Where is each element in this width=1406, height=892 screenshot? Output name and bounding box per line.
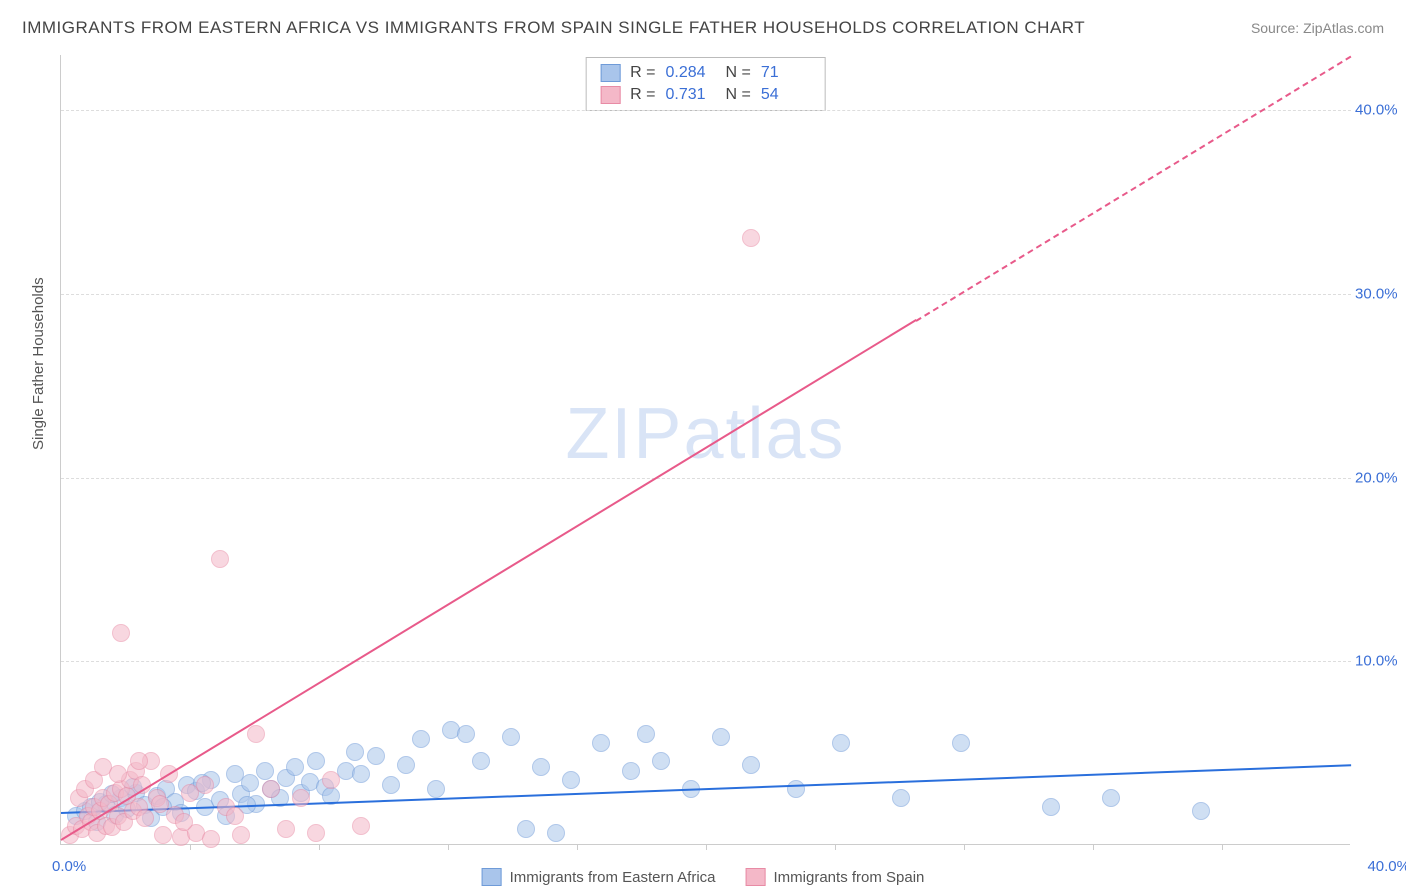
x-tick-mark: [964, 844, 965, 850]
data-point: [202, 830, 220, 848]
legend-label: Immigrants from Eastern Africa: [510, 869, 716, 886]
data-point: [352, 765, 370, 783]
data-point: [382, 776, 400, 794]
data-point: [262, 780, 280, 798]
plot-region: ZIPatlas R =0.284N =71R =0.731N =54 10.0…: [60, 55, 1350, 845]
source-attribution: Source: ZipAtlas.com: [1251, 20, 1384, 36]
data-point: [286, 758, 304, 776]
data-point: [532, 758, 550, 776]
y-tick-label: 10.0%: [1355, 653, 1406, 670]
data-point: [547, 824, 565, 842]
data-point: [952, 734, 970, 752]
stats-row: R = 0.731 N = 54: [600, 84, 811, 106]
data-point: [211, 550, 229, 568]
r-value: 0.731: [666, 86, 716, 104]
data-point: [154, 826, 172, 844]
data-point: [742, 229, 760, 247]
r-label: R =: [630, 86, 655, 104]
n-label: N =: [726, 64, 751, 82]
watermark: ZIPatlas: [565, 393, 845, 475]
gridline-h: [61, 661, 1351, 662]
data-point: [892, 789, 910, 807]
data-point: [637, 725, 655, 743]
gridline-h: [61, 294, 1351, 295]
x-axis-min-label: 0.0%: [52, 858, 86, 875]
data-point: [307, 752, 325, 770]
gridline-h: [61, 478, 1351, 479]
stats-row: R = 0.284 N = 71: [600, 62, 811, 84]
data-point: [787, 780, 805, 798]
r-value: 0.284: [666, 64, 716, 82]
data-point: [196, 776, 214, 794]
x-tick-mark: [577, 844, 578, 850]
data-point: [1102, 789, 1120, 807]
data-point: [427, 780, 445, 798]
chart-title: IMMIGRANTS FROM EASTERN AFRICA VS IMMIGR…: [22, 18, 1085, 38]
legend-item: Immigrants from Spain: [746, 868, 925, 886]
trend-line-dashed: [915, 55, 1351, 321]
data-point: [1042, 798, 1060, 816]
x-tick-mark: [1093, 844, 1094, 850]
data-point: [232, 826, 250, 844]
data-point: [457, 725, 475, 743]
data-point: [367, 747, 385, 765]
legend-label: Immigrants from Spain: [774, 869, 925, 886]
data-point: [247, 725, 265, 743]
data-point: [175, 813, 193, 831]
x-tick-mark: [835, 844, 836, 850]
data-point: [256, 762, 274, 780]
series-swatch: [600, 64, 620, 82]
x-axis-max-label: 40.0%: [1367, 858, 1406, 875]
data-point: [322, 771, 340, 789]
legend-swatch: [482, 868, 502, 886]
data-point: [292, 789, 310, 807]
legend-item: Immigrants from Eastern Africa: [482, 868, 716, 886]
data-point: [241, 774, 259, 792]
gridline-h: [61, 110, 1351, 111]
data-point: [130, 752, 148, 770]
data-point: [397, 756, 415, 774]
data-point: [502, 728, 520, 746]
data-point: [226, 807, 244, 825]
data-point: [832, 734, 850, 752]
y-tick-label: 30.0%: [1355, 285, 1406, 302]
data-point: [472, 752, 490, 770]
x-tick-mark: [448, 844, 449, 850]
x-tick-mark: [190, 844, 191, 850]
x-tick-mark: [319, 844, 320, 850]
n-label: N =: [726, 86, 751, 104]
data-point: [622, 762, 640, 780]
legend: Immigrants from Eastern Africa Immigrants…: [482, 868, 925, 886]
data-point: [352, 817, 370, 835]
data-point: [277, 820, 295, 838]
n-value: 71: [761, 64, 811, 82]
data-point: [109, 765, 127, 783]
data-point: [712, 728, 730, 746]
data-point: [1192, 802, 1210, 820]
stats-box: R = 0.284 N = 71 R = 0.731 N = 54: [585, 57, 826, 111]
data-point: [517, 820, 535, 838]
data-point: [652, 752, 670, 770]
x-tick-mark: [1222, 844, 1223, 850]
data-point: [562, 771, 580, 789]
legend-swatch: [746, 868, 766, 886]
data-point: [307, 824, 325, 842]
data-point: [742, 756, 760, 774]
data-point: [412, 730, 430, 748]
chart-area: ZIPatlas R =0.284N =71R =0.731N =54 10.0…: [60, 55, 1350, 845]
x-tick-mark: [706, 844, 707, 850]
data-point: [136, 809, 154, 827]
y-tick-label: 40.0%: [1355, 102, 1406, 119]
data-point: [592, 734, 610, 752]
n-value: 54: [761, 86, 811, 104]
y-tick-label: 20.0%: [1355, 469, 1406, 486]
r-label: R =: [630, 64, 655, 82]
data-point: [346, 743, 364, 761]
y-axis-label: Single Father Households: [30, 277, 47, 450]
data-point: [151, 795, 169, 813]
series-swatch: [600, 86, 620, 104]
data-point: [112, 624, 130, 642]
